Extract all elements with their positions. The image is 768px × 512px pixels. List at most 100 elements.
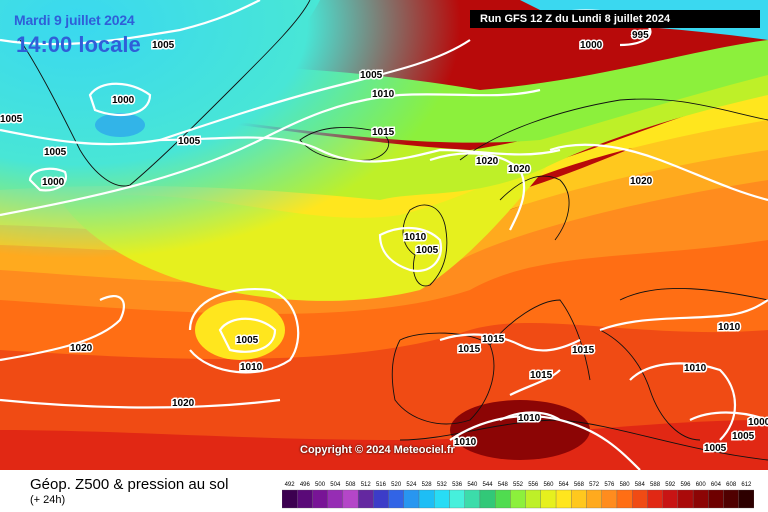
- color-scale: 492 496 500 504 508 512 516 520 524 528 532 536 540 5…: [282, 482, 754, 509]
- isobar-label: 1000: [580, 40, 603, 51]
- isobar-line: [599, 299, 768, 332]
- scale-swatch: [586, 489, 602, 509]
- scale-tick-label: 540: [467, 482, 478, 488]
- isobar-label: 1010: [518, 413, 541, 424]
- scale-swatch: [723, 489, 739, 509]
- iceland-coast: [299, 127, 390, 161]
- legend-bar: Géop. Z500 & pression au sol (+ 24h) 492…: [0, 470, 768, 512]
- isobar-line: [88, 82, 152, 117]
- isobar-label: 1000: [42, 177, 65, 188]
- scale-tick-label: 584: [635, 482, 646, 488]
- scale-tick-label: 532: [437, 482, 448, 488]
- scale-tick-label: 592: [665, 482, 676, 488]
- scale-tick-label: 552: [513, 482, 524, 488]
- isobar-line: [0, 39, 471, 146]
- isobar-line: [429, 152, 526, 231]
- isobar-line: [0, 398, 281, 409]
- scale-swatch: [647, 489, 663, 509]
- scale-tick-label: 500: [315, 482, 326, 488]
- isobar-line: [218, 317, 277, 353]
- run-info-banner: Run GFS 12 Z du Lundi 8 juillet 2024: [470, 10, 760, 28]
- scale-tick-label: 508: [346, 482, 357, 488]
- isobar-label: 1020: [476, 156, 499, 167]
- isobar-label: 1010: [240, 362, 263, 373]
- isobar-label: 1010: [718, 322, 741, 333]
- isobar-line: [0, 88, 541, 217]
- scale-tick-label: 556: [528, 482, 539, 488]
- scale-tick-label: 560: [543, 482, 554, 488]
- scale-swatch: [616, 489, 633, 509]
- z500-greenland-low: [95, 113, 145, 137]
- scale-swatch: [479, 489, 496, 509]
- scale-swatch: [662, 489, 679, 509]
- isobar-label: 1010: [372, 89, 395, 100]
- scale-swatch: [632, 489, 648, 509]
- scale-tick-label: 492: [285, 482, 296, 488]
- isobar-label: 1015: [530, 370, 553, 381]
- isobar-label: 1010: [404, 232, 427, 243]
- scale-swatch: [555, 489, 572, 509]
- scale-tick-label: 612: [741, 482, 752, 488]
- scale-swatch: [342, 489, 359, 509]
- isobar-line: [549, 143, 768, 202]
- isobar-label: 1010: [684, 363, 707, 374]
- scale-tick-label: 548: [498, 482, 509, 488]
- isobar-label: 1020: [630, 176, 653, 187]
- scale-swatch: [495, 489, 511, 509]
- scale-tick-label: 564: [559, 482, 570, 488]
- scale-swatch: [510, 489, 526, 509]
- coastlines: [19, 0, 768, 461]
- scale-swatch: [449, 489, 465, 509]
- scale-swatch: [434, 489, 450, 509]
- isobar-label: 1020: [508, 164, 531, 175]
- scandinavia-coast: [459, 98, 768, 241]
- z500-north-africa-high: [450, 400, 590, 460]
- isobar-label: 1000: [112, 95, 135, 106]
- scale-tick-label: 544: [483, 482, 494, 488]
- legend-subtitle: (+ 24h): [30, 494, 66, 506]
- greenland-coast: [19, 0, 311, 187]
- scale-tick-label: 580: [620, 482, 631, 488]
- scale-tick-label: 568: [574, 482, 585, 488]
- z500-cutoff-low: [195, 300, 285, 360]
- scale-swatch: [464, 489, 481, 509]
- scale-tick-label: 596: [680, 482, 691, 488]
- isobar-label: 1005: [704, 443, 727, 454]
- scale-swatch: [388, 489, 404, 509]
- scale-swatch: [403, 489, 420, 509]
- scale-swatch: [297, 489, 313, 509]
- scale-tick-label: 496: [300, 482, 311, 488]
- scale-tick-label: 516: [376, 482, 387, 488]
- scale-tick-label: 512: [361, 482, 372, 488]
- isobar-lines: [0, 0, 768, 470]
- isobar-line: [449, 414, 641, 470]
- scale-tick-label: 520: [391, 482, 402, 488]
- scale-swatch: [525, 489, 541, 509]
- scale-swatch: [418, 489, 435, 509]
- isobar-label: 1005: [178, 136, 201, 147]
- scale-swatch: [327, 489, 344, 509]
- isobar-label: 995: [632, 30, 649, 41]
- isobar-line: [0, 0, 261, 46]
- scale-tick-label: 608: [726, 482, 737, 488]
- isobar-label: 1015: [482, 334, 505, 345]
- scale-swatch: [677, 489, 694, 509]
- isobar-line: [378, 226, 443, 273]
- isobar-label: 1005: [236, 335, 259, 346]
- scale-swatch: [601, 489, 618, 509]
- forecast-date: Mardi 9 juillet 2024: [14, 12, 135, 28]
- scale-swatch: [738, 489, 754, 509]
- isobar-label: 1005: [44, 147, 67, 158]
- isobar-line: [28, 167, 68, 192]
- isobar-label: 1005: [360, 70, 383, 81]
- isobar-label: 1005: [0, 114, 23, 125]
- scale-swatch: [357, 489, 374, 509]
- isobar-line: [439, 333, 581, 352]
- scale-swatch: [373, 489, 389, 509]
- isobar-label: 1005: [152, 40, 175, 51]
- europe-coast: [489, 288, 768, 441]
- scale-swatch: [312, 489, 328, 509]
- scale-tick-label: 604: [711, 482, 722, 488]
- isobar-line: [629, 362, 737, 441]
